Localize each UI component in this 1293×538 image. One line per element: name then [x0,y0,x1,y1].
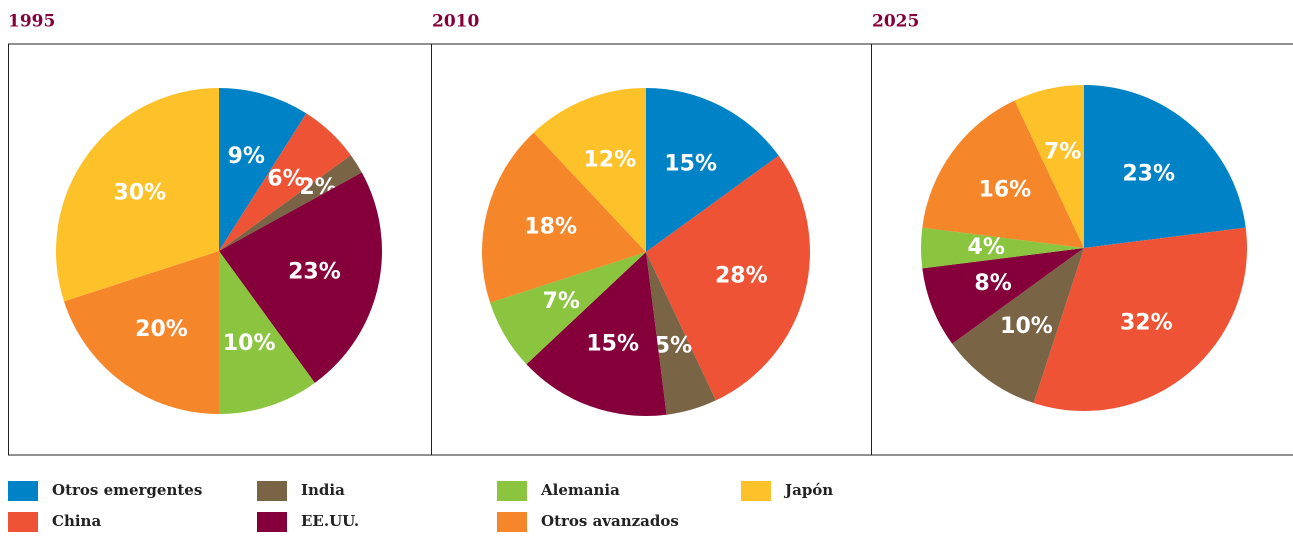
percent-sign: % [144,181,166,206]
data-label: 15% [664,151,717,176]
pie-slice [219,172,382,383]
percent-sign: % [555,215,577,240]
data-label-value: 10 [223,331,254,356]
data-label: 23% [1122,162,1175,187]
data-label-value: 20 [135,317,166,342]
pie-slice [646,155,810,401]
data-label: 7% [1044,140,1081,165]
percent-sign: % [1009,178,1031,203]
data-label: 23% [288,259,341,284]
legend-swatch [741,481,771,501]
legend-swatch [8,481,38,501]
chart-title: 2025 [872,12,919,32]
data-label: 9% [228,144,265,169]
legend-label: Otros avanzados [541,512,679,530]
data-label-value: 7 [543,289,558,314]
data-label-value: 7 [1044,140,1059,165]
data-label: 28% [715,263,768,288]
data-label-value: 15 [586,332,617,357]
legend-swatch [497,512,527,532]
data-label-value: 2 [299,175,314,200]
data-label: 10% [223,331,276,356]
percent-sign: % [670,333,692,358]
legend-label: EE.UU. [301,512,359,530]
pie-slice [219,155,362,251]
data-label-value: 16 [979,178,1010,203]
pie-slice [55,88,219,302]
pie-slice [533,88,646,252]
data-label: 18% [524,215,577,240]
pie-slice [219,88,307,251]
chart-title: 2010 [432,12,479,32]
pie-slice [952,248,1084,404]
pie-slice [526,252,667,416]
data-label-value: 23 [288,259,319,284]
percent-sign: % [1059,140,1081,165]
legend-swatch [257,512,287,532]
data-label: 16% [979,178,1032,203]
data-label: 6% [267,167,304,192]
pie-slice [490,252,646,365]
percent-sign: % [990,271,1012,296]
chart-title: 1995 [8,12,55,32]
data-label: 4% [968,235,1005,260]
pie-slice [1033,227,1248,412]
legend-label: China [52,512,101,530]
data-label: 20% [135,317,188,342]
data-label: 15% [586,332,639,357]
pie-slice [219,251,315,414]
percent-sign: % [319,259,341,284]
data-label-value: 30 [114,181,145,206]
percent-sign: % [983,235,1005,260]
data-label: 7% [543,289,580,314]
percent-sign: % [614,148,636,173]
data-label: 10% [1000,314,1053,339]
data-label: 32% [1120,310,1173,335]
percent-sign: % [695,151,717,176]
percent-sign: % [1153,162,1175,187]
data-label: 5% [655,333,692,358]
legend-label: Otros emergentes [52,481,202,499]
percent-sign: % [1031,314,1053,339]
data-label-value: 15 [664,151,695,176]
legend-label: Japón [783,481,833,499]
percent-sign: % [1151,310,1173,335]
pie-slice [1084,85,1246,248]
data-label: 30% [114,181,167,206]
legend-swatch [257,481,287,501]
pie-slice [646,88,779,252]
pie-slice [922,248,1084,344]
legend-swatch [8,512,38,532]
pie-slice [921,227,1084,269]
pie-slice [922,100,1084,249]
pie-slice [63,251,220,414]
percent-sign: % [746,263,768,288]
data-label-value: 8 [974,271,989,296]
data-label-value: 18 [524,215,555,240]
percent-sign: % [243,144,265,169]
data-label-value: 28 [715,263,746,288]
pie-slice [1014,85,1084,248]
pie-slice [219,113,351,252]
data-label-value: 10 [1000,314,1031,339]
data-label-value: 9 [228,144,243,169]
legend-swatch [497,481,527,501]
data-label-value: 6 [267,167,282,192]
pie-slice [646,252,716,415]
pie-slice [482,132,646,303]
data-label-value: 4 [968,235,983,260]
data-label-value: 12 [583,148,614,173]
data-label-value: 32 [1120,310,1151,335]
data-label-value: 23 [1122,162,1153,187]
percent-sign: % [166,317,188,342]
percent-sign: % [283,167,305,192]
percent-sign: % [254,331,276,356]
percent-sign: % [558,289,580,314]
legend-label: Alemania [540,481,620,499]
percent-sign: % [617,332,639,357]
data-label: 12% [583,148,636,173]
data-label: 8% [974,271,1011,296]
legend-label: India [301,481,345,499]
